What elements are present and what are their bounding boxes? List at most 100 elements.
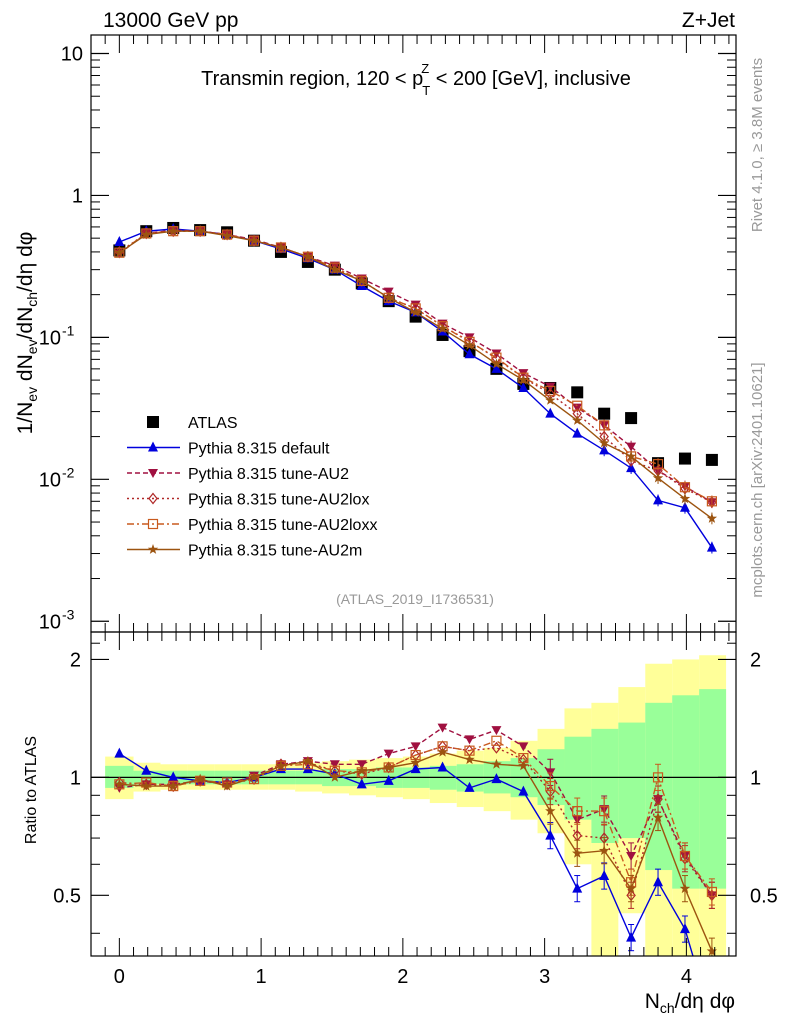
y-tick-label: 10 [61, 43, 83, 65]
ratio-marker-au2 [518, 742, 529, 752]
ratio-marker-default [464, 781, 475, 792]
legend-label: Pythia 8.315 tune-AU2m [188, 543, 362, 560]
legend: ATLAS Pythia 8.315 default Pythia 8.315 tu… [127, 415, 377, 560]
ratio-marker-au2 [410, 742, 421, 752]
header-energy-label: 13000 GeV pp [103, 9, 238, 32]
ratio-y-tick-label: 0.5 [53, 885, 81, 907]
ratio-panel: 0.5 0.5 1 1 2 2 0 1 2 3 4 [53, 631, 778, 1024]
ratio-y-axis-title: Ratio to ATLAS [23, 736, 40, 844]
marker-default [572, 427, 583, 438]
marker-default [706, 541, 717, 552]
y-tick-label: 10 [39, 469, 61, 491]
ratio-marker-au2m [383, 762, 394, 772]
legend-label: Pythia 8.315 tune-AU2 [188, 466, 349, 483]
marker-au2m [221, 230, 233, 241]
ratio-marker-default [410, 763, 421, 774]
ratio-marker-au2lox [114, 776, 125, 789]
marker-atlas [625, 412, 638, 425]
x-tick-label: 0 [114, 966, 125, 988]
ratio-marker-au2m [491, 758, 502, 769]
x-tick-label: 4 [681, 966, 692, 988]
ratio-marker-au2m [706, 945, 718, 956]
ratio-marker-au2m [356, 765, 367, 776]
ratio-marker-au2 [383, 749, 394, 759]
ratio-plot-area [91, 655, 736, 1024]
legend-marker-au2lox [148, 492, 158, 505]
marker-atlas [705, 453, 718, 466]
ratio-marker-au2lox [276, 758, 286, 771]
legend-entry-atlas: ATLAS [147, 415, 238, 432]
legend-label: Pythia 8.315 tune-AU2loxx [188, 517, 377, 534]
marker-au2m [625, 450, 637, 461]
ratio-marker-default [572, 882, 583, 893]
y-tick-exponent: -2 [62, 464, 75, 480]
marker-default [464, 348, 475, 359]
marker-au2m [329, 264, 341, 275]
series-line-au2lox [119, 230, 713, 503]
ratio-series-au2loxx [114, 735, 718, 906]
ratio-marker-au2m [302, 755, 314, 766]
ratio-marker-au2 [437, 723, 448, 733]
ratio-marker-au2 [464, 735, 475, 745]
ratio-y-tick-label: 1 [70, 767, 81, 789]
series-atlas [113, 221, 718, 470]
ratio-marker-au2loxx [545, 781, 556, 792]
series-line-au2 [118, 229, 713, 503]
ratio-marker-default [518, 785, 529, 796]
plot-title: Transmin region, 120 < pZ T < 200 [GeV], … [201, 61, 631, 98]
marker-au2loxx [599, 420, 610, 431]
ratio-marker-au2m [410, 757, 421, 768]
marker-default [114, 235, 125, 246]
marker-au2m [248, 235, 260, 246]
ratio-marker-au2m [248, 771, 260, 782]
legend-marker-au2m [147, 544, 159, 554]
x-tick-label: 2 [397, 966, 408, 988]
ratio-marker-au2m [572, 847, 583, 858]
marker-au2m [437, 323, 448, 334]
ratio-marker-default [114, 747, 125, 758]
main-y-axis-title: 1/Nev dNev/dNch/dη dφ [14, 232, 40, 435]
marker-default [626, 462, 637, 473]
analysis-id: (ATLAS_2019_I1736531) [336, 591, 494, 607]
uncertainty-band-green [591, 728, 619, 843]
ratio-marker-au2 [626, 851, 637, 861]
marker-atlas [678, 452, 691, 465]
ratio-frame [90, 631, 737, 957]
marker-au2m [652, 472, 664, 483]
marker-au2m [598, 437, 610, 448]
marker-au2lox [707, 496, 717, 509]
y-tick-exponent: -1 [62, 322, 75, 338]
ratio-y-tick-label-right: 2 [750, 649, 761, 671]
ratio-marker-au2lox [491, 741, 502, 754]
ratio-marker-au2 [491, 726, 502, 736]
ratio-marker-au2loxx [599, 806, 610, 817]
ratio-marker-au2lox [141, 778, 152, 791]
ratio-marker-au2m [221, 780, 233, 791]
marker-au2m [114, 247, 125, 258]
rivet-version-label: Rivet 4.1.0, ≥ 3.8M events [749, 58, 766, 232]
ratio-marker-default [599, 870, 610, 881]
y-tick-exponent: -3 [62, 606, 75, 622]
marker-default [679, 501, 690, 512]
ratio-marker-au2m [168, 780, 179, 791]
ratio-marker-au2m [275, 760, 287, 771]
ratio-marker-au2m [437, 746, 448, 757]
legend-entry-au2: Pythia 8.315 tune-AU2 [127, 466, 349, 483]
legend-entry-au2loxx: Pythia 8.315 tune-AU2loxx [127, 517, 377, 534]
ratio-marker-au2m [679, 883, 691, 894]
ratio-marker-au2 [356, 760, 367, 770]
ratio-marker-au2loxx [679, 850, 691, 862]
y-tick-label: 1 [72, 185, 83, 207]
ratio-y-tick-label: 2 [70, 649, 81, 671]
marker-au2m [168, 225, 179, 236]
ratio-y-tick-label-right: 1 [750, 767, 761, 789]
marker-atlas [571, 386, 584, 399]
ratio-marker-au2loxx [706, 886, 718, 898]
ratio-marker-default [168, 771, 179, 782]
marker-au2m [464, 339, 475, 350]
legend-entry-au2m: Pythia 8.315 tune-AU2m [127, 543, 362, 560]
ratio-marker-default [437, 761, 448, 772]
ratio-marker-default [707, 1014, 717, 1024]
marker-au2loxx [572, 400, 583, 411]
